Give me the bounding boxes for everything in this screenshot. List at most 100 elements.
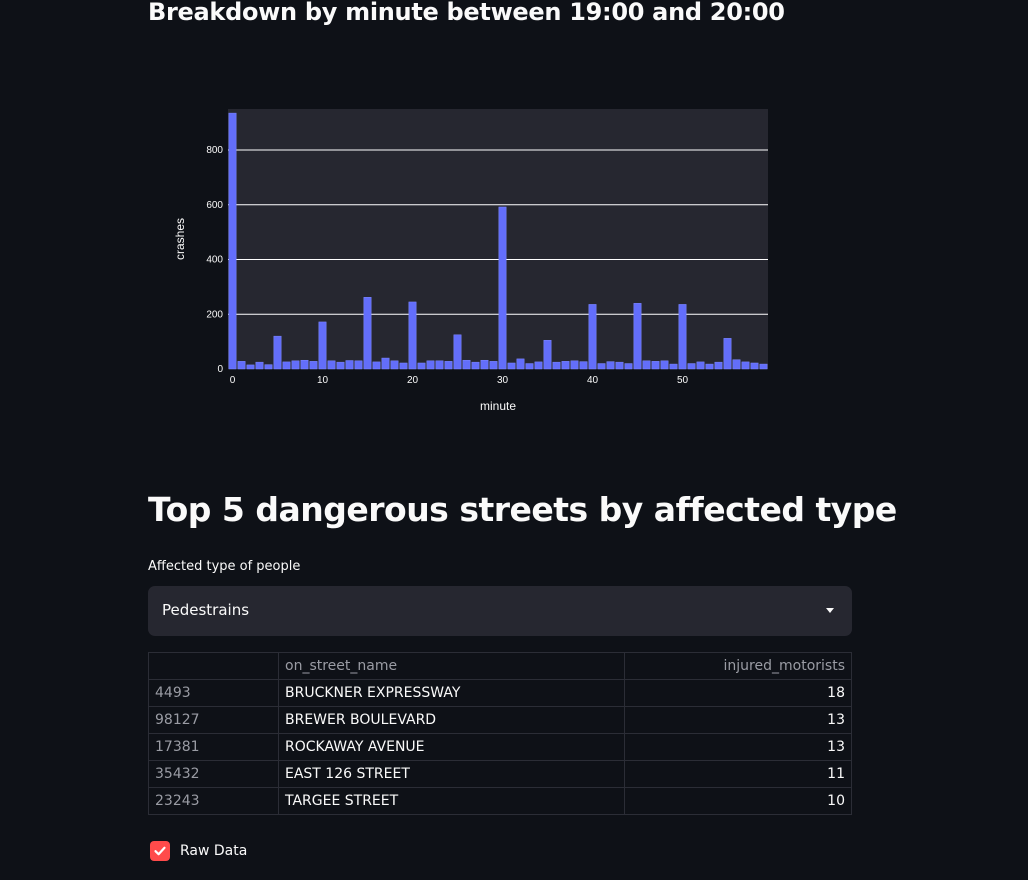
bar[interactable]: [291, 360, 300, 370]
bar-layer: [228, 112, 768, 370]
bar[interactable]: [705, 363, 714, 370]
chevron-down-icon[interactable]: [826, 608, 834, 613]
bar[interactable]: [741, 361, 750, 370]
bar[interactable]: [588, 304, 597, 370]
bar[interactable]: [273, 335, 282, 370]
bar[interactable]: [408, 301, 417, 370]
street-name-cell: BREWER BOULEVARD: [278, 706, 625, 734]
bar[interactable]: [615, 361, 624, 370]
bar[interactable]: [327, 360, 336, 370]
row-index: 35432: [148, 760, 279, 788]
bar[interactable]: [255, 361, 264, 370]
bar[interactable]: [570, 360, 579, 370]
table-header-row: on_street_name injured_motorists: [148, 652, 852, 680]
bar[interactable]: [228, 112, 237, 370]
bar[interactable]: [633, 303, 642, 370]
bar[interactable]: [597, 363, 606, 370]
bar[interactable]: [453, 334, 462, 370]
bar[interactable]: [372, 361, 381, 370]
bar[interactable]: [723, 338, 732, 370]
index-column-header[interactable]: [148, 652, 279, 680]
tick-layer: 0 200 400 600 800 0 10 20 30 40 50: [206, 145, 688, 386]
minute-breakdown-title: Breakdown by minute between 19:00 and 20…: [148, 0, 785, 26]
bar[interactable]: [516, 358, 525, 370]
street-column-header[interactable]: on_street_name: [278, 652, 625, 680]
bar[interactable]: [309, 361, 318, 370]
y-axis-label: crashes: [173, 218, 187, 260]
bar[interactable]: [444, 361, 453, 370]
bar[interactable]: [489, 361, 498, 370]
bar[interactable]: [345, 360, 354, 370]
affected-type-select[interactable]: Pedestrains: [148, 586, 852, 636]
row-index: 23243: [148, 787, 279, 815]
bar[interactable]: [426, 360, 435, 370]
bar[interactable]: [660, 360, 669, 370]
bar[interactable]: [354, 360, 363, 370]
bar[interactable]: [381, 357, 390, 370]
table-row: 4493 BRUCKNER EXPRESSWAY 18: [148, 679, 852, 707]
bar[interactable]: [552, 361, 561, 370]
bar[interactable]: [750, 362, 759, 370]
bar[interactable]: [525, 363, 534, 370]
bar[interactable]: [759, 363, 768, 370]
row-index: 17381: [148, 733, 279, 761]
injured-column-header[interactable]: injured_motorists: [624, 652, 852, 680]
bar[interactable]: [282, 361, 291, 370]
dangerous-streets-title: Top 5 dangerous streets by affected type: [148, 490, 897, 529]
bar[interactable]: [363, 297, 372, 370]
bar[interactable]: [390, 360, 399, 370]
bar[interactable]: [264, 364, 273, 370]
bar[interactable]: [435, 360, 444, 370]
bar[interactable]: [714, 361, 723, 370]
y-tick-label: 200: [206, 309, 223, 320]
table-row: 17381 ROCKAWAY AVENUE 13: [148, 733, 852, 761]
bar[interactable]: [399, 362, 408, 370]
bar[interactable]: [507, 362, 516, 370]
bar[interactable]: [480, 359, 489, 370]
bar[interactable]: [696, 361, 705, 370]
x-tick-label: 0: [230, 375, 236, 386]
row-index: 4493: [148, 679, 279, 707]
bar[interactable]: [462, 359, 471, 370]
bar[interactable]: [606, 361, 615, 370]
bar[interactable]: [498, 206, 507, 370]
bar[interactable]: [579, 361, 588, 370]
bar[interactable]: [336, 361, 345, 370]
table-row: 35432 EAST 126 STREET 11: [148, 760, 852, 788]
bar[interactable]: [642, 360, 651, 370]
injured-count-cell: 13: [624, 706, 852, 734]
bar[interactable]: [318, 321, 327, 370]
affected-type-label: Affected type of people: [148, 559, 301, 574]
y-tick-label: 0: [217, 364, 223, 375]
bar[interactable]: [732, 359, 741, 370]
table-row: 98127 BREWER BOULEVARD 13: [148, 706, 852, 734]
raw-data-checkbox[interactable]: Raw Data: [150, 840, 247, 862]
street-name-cell: BRUCKNER EXPRESSWAY: [278, 679, 625, 707]
injured-count-cell: 11: [624, 760, 852, 788]
bar[interactable]: [561, 361, 570, 370]
bar[interactable]: [687, 363, 696, 370]
bar[interactable]: [624, 363, 633, 370]
bar[interactable]: [237, 361, 246, 370]
bar[interactable]: [534, 361, 543, 370]
injured-count-cell: 13: [624, 733, 852, 761]
bar[interactable]: [669, 363, 678, 370]
bar[interactable]: [651, 361, 660, 370]
dangerous-streets-table: on_street_name injured_motorists 4493 BR…: [148, 652, 852, 815]
x-tick-label: 50: [677, 375, 689, 386]
street-name-cell: EAST 126 STREET: [278, 760, 625, 788]
raw-data-checkbox-box[interactable]: [150, 841, 170, 861]
bar[interactable]: [300, 359, 309, 370]
bar[interactable]: [417, 362, 426, 370]
bar[interactable]: [246, 364, 255, 370]
x-tick-label: 30: [497, 375, 509, 386]
injured-count-cell: 18: [624, 679, 852, 707]
bar[interactable]: [678, 304, 687, 370]
y-tick-label: 600: [206, 200, 223, 211]
bar[interactable]: [543, 340, 552, 370]
y-tick-label: 800: [206, 145, 223, 156]
x-tick-label: 20: [407, 375, 419, 386]
bar[interactable]: [471, 361, 480, 370]
x-axis-label: minute: [480, 399, 516, 413]
injured-count-cell: 10: [624, 787, 852, 815]
